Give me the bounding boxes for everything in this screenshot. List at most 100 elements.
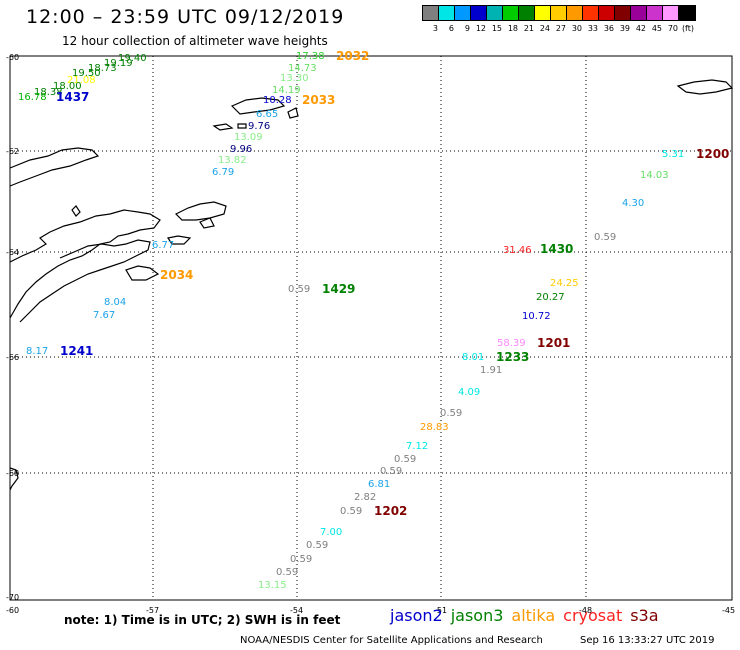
wave-height-label: 17.38 [296,51,325,62]
wave-height-label: 6.81 [368,479,391,490]
pass-time-label: 1430 [540,242,574,256]
legend-swatch [503,6,519,20]
wave-height-label: 13.09 [234,132,263,143]
pass-time-label: 2033 [302,93,336,107]
y-label-68: -68 [6,469,19,478]
x-label-57: -57 [146,606,159,615]
x-label-45: -45 [722,606,735,615]
legend-tick: 30 [571,24,582,33]
wave-height-label: 0.59 [290,554,313,565]
wave-height-label: 6.77 [152,240,175,251]
pass-time-label: 1201 [537,336,571,350]
wave-height-label: 1.91 [480,365,503,376]
legend-swatch [535,6,551,20]
wave-height-label: 13.30 [280,73,309,84]
wave-height-label: 8.01 [462,352,485,363]
pass-time-label: 1437 [56,90,90,104]
pass-time-label: 1233 [496,350,530,364]
pass-time-label: 2034 [160,268,194,282]
wave-height-label: 13.82 [218,155,247,166]
y-label-60: -60 [6,53,19,62]
y-label-70: -70 [6,593,19,602]
legend-tick: 3 [432,24,438,33]
legend-tick: 33 [587,24,598,33]
wave-height-label: 0.59 [380,466,403,477]
satellite-s3a: s3a [630,606,659,625]
wave-height-label: 9.76 [248,121,271,132]
credit-text: NOAA/NESDIS Center for Satellite Applica… [240,635,543,646]
satellite-jason3: jason3 [450,606,504,625]
wave-height-label: 6.79 [212,167,235,178]
wave-height-label: 4.30 [622,198,645,209]
y-label-66: -66 [6,353,19,362]
pass-time-label: 1429 [322,282,356,296]
legend-tick: 9 [464,24,470,33]
legend-swatch [679,6,695,20]
wave-height-label: 6.65 [256,109,279,120]
wave-height-label: 18.00 [53,81,82,92]
legend-swatch [487,6,503,20]
legend-swatch [551,6,567,20]
wave-height-label: 8.17 [26,346,49,357]
wave-height-label: 2.82 [354,492,377,503]
wave-height-label: 0.59 [276,567,299,578]
legend-tick: (ft) [681,24,694,33]
legend-swatch [423,6,439,20]
wave-height-label: 4.09 [458,387,481,398]
y-label-62: -62 [6,147,19,156]
satellite-cryosat: cryosat [563,606,623,625]
wave-height-label: 14.73 [288,63,317,74]
legend-swatch [439,6,455,20]
generated-timestamp: Sep 16 13:33:27 UTC 2019 [580,635,715,646]
coastlines [9,79,734,491]
pass-time-label: 1241 [60,344,94,358]
wave-height-label: 8.04 [104,297,127,308]
legend-tick: 42 [635,24,646,33]
legend-swatch [567,6,583,20]
wave-height-label: 21.08 [67,75,96,86]
wave-height-label: 0.59 [306,540,329,551]
wave-height-label: 14.03 [640,170,669,181]
wave-height-label: 20.27 [536,292,565,303]
wave-height-label: 14.19 [272,85,301,96]
wave-height-label: 13.15 [258,580,287,591]
wave-height-label: 18.73 [88,63,117,74]
satellite-jason2: jason2 [390,606,443,625]
wave-height-label: 58.39 [497,338,526,349]
x-label-60: -60 [6,606,19,615]
wave-height-label: 10.28 [263,95,292,106]
x-label-51: -51 [434,606,447,615]
grid-lines [10,56,732,600]
legend-swatch [631,6,647,20]
legend-swatch [663,6,679,20]
wave-height-label: 19.40 [118,53,147,64]
wave-height-label: 7.12 [406,441,429,452]
wave-height-label: 0.59 [440,408,463,419]
legend-swatch [615,6,631,20]
note-text: note: 1) Time is in UTC; 2) SWH is in fe… [64,613,341,627]
wave-height-label: 0.59 [594,232,617,243]
legend-swatch [647,6,663,20]
legend-tick: 12 [475,24,486,33]
plot-frame [9,55,733,601]
legend-tick: 45 [651,24,662,33]
wave-height-label: 5.31 [662,149,685,160]
wave-height-label: 7.67 [93,310,116,321]
legend-tick: 15 [491,24,502,33]
wave-height-label: 0.59 [288,284,311,295]
legend-tick: 27 [555,24,566,33]
wave-height-label: 24.25 [550,278,579,289]
color-legend: 3 6 9 12 15 18 21 24 27 30 33 36 39 42 45 70 (ft) [422,5,696,33]
pass-time-label: 1200 [696,147,730,161]
legend-tick: 24 [539,24,550,33]
wave-height-label: 7.00 [320,527,343,538]
legend-swatch [519,6,535,20]
wave-height-label: 10.72 [522,311,551,322]
satellite-altika: altika [511,606,556,625]
wave-height-label: 9.96 [230,144,253,155]
x-label-48: -48 [579,606,592,615]
legend-tick: 18 [507,24,518,33]
legend-tick: 36 [603,24,614,33]
wave-height-label: 31.46 [503,245,532,256]
